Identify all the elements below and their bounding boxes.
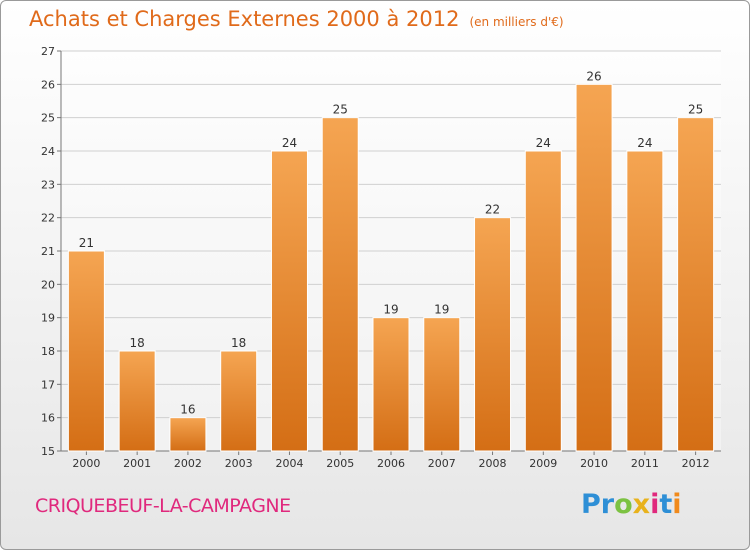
- bar-2003: [220, 350, 258, 452]
- x-tick-label: 2008: [479, 457, 507, 470]
- x-tick-label: 2004: [275, 457, 303, 470]
- data-label: 24: [282, 136, 297, 150]
- x-tick-label: 2009: [529, 457, 557, 470]
- chart-subtitle: (en milliers d'€): [469, 15, 564, 29]
- x-tick-label: 2001: [123, 457, 151, 470]
- y-tick-label: 24: [41, 145, 55, 158]
- bar-2008: [474, 217, 512, 452]
- x-tick-label: 2000: [72, 457, 100, 470]
- y-tick-label: 25: [41, 112, 55, 125]
- logo-part: x: [632, 489, 651, 520]
- data-label: 25: [333, 103, 348, 117]
- bar-2010: [575, 83, 613, 452]
- town-name: CRIQUEBEUF-LA-CAMPAGNE: [35, 495, 291, 517]
- y-tick-label: 20: [41, 278, 55, 291]
- data-label: 25: [688, 103, 703, 117]
- x-tick-label: 2007: [428, 457, 456, 470]
- y-tick-label: 19: [41, 312, 55, 325]
- x-tick-label: 2012: [682, 457, 710, 470]
- bar-2000: [67, 250, 105, 452]
- y-tick-label: 15: [41, 445, 55, 458]
- bar-2004: [270, 150, 308, 452]
- logo-part: i: [650, 489, 660, 520]
- logo-part: o: [614, 489, 633, 520]
- data-label: 16: [180, 403, 195, 417]
- x-tick-label: 2006: [377, 457, 405, 470]
- data-label: 19: [383, 303, 398, 317]
- labels: 15 16 17 18 19 20 21 22 23 24 25 26 27 21 2000 18 2001 16…: [41, 45, 710, 470]
- bar-2009: [524, 150, 562, 452]
- chart-title-text: Achats et Charges Externes 2000 à 2012: [29, 7, 460, 31]
- y-tick-label: 18: [41, 345, 55, 358]
- x-tick-label: 2003: [225, 457, 253, 470]
- data-label: 21: [79, 236, 94, 250]
- chart-title: Achats et Charges Externes 2000 à 2012 (e…: [29, 7, 564, 31]
- bar-2007: [423, 317, 461, 452]
- bar-2005: [321, 117, 359, 452]
- bars: [67, 83, 715, 452]
- x-tick-label: 2002: [174, 457, 202, 470]
- data-label: 18: [130, 336, 145, 350]
- bar-2002: [169, 417, 207, 452]
- y-tick-label: 23: [41, 178, 55, 191]
- data-label: 18: [231, 336, 246, 350]
- bar-2006: [372, 317, 410, 452]
- bar-2012: [677, 117, 715, 452]
- y-tick-label: 22: [41, 212, 55, 225]
- logo-part: t: [659, 489, 673, 520]
- x-tick-label: 2005: [326, 457, 354, 470]
- x-tick-label: 2011: [631, 457, 659, 470]
- bar-2011: [626, 150, 664, 452]
- y-tick-label: 27: [41, 45, 55, 58]
- y-tick-label: 16: [41, 412, 55, 425]
- proxiti-logo: Proxiti: [581, 489, 682, 520]
- data-label: 24: [637, 136, 652, 150]
- data-label: 19: [434, 303, 449, 317]
- logo-part: Pr: [581, 489, 615, 520]
- data-label: 24: [536, 136, 551, 150]
- x-tick-label: 2010: [580, 457, 608, 470]
- bar-2001: [118, 350, 156, 452]
- y-tick-label: 17: [41, 378, 55, 391]
- y-tick-label: 26: [41, 78, 55, 91]
- data-label: 26: [586, 69, 601, 83]
- y-tick-label: 21: [41, 245, 55, 258]
- logo-part: i: [672, 489, 682, 520]
- data-label: 22: [485, 203, 500, 217]
